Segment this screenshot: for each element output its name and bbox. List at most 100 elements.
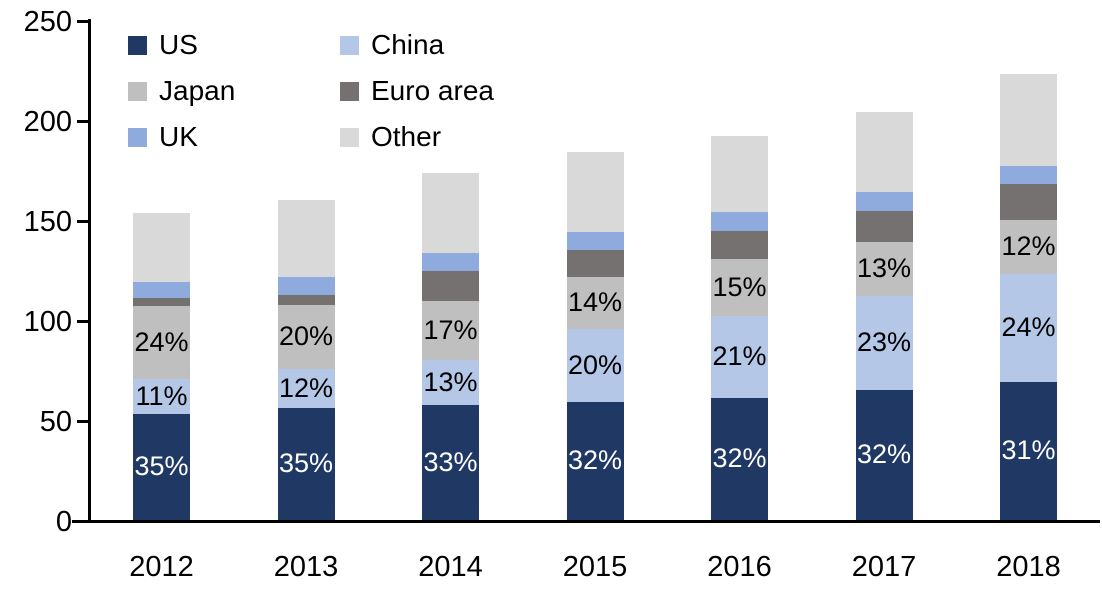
legend-item-japan: Japan xyxy=(128,68,340,114)
bar-2017: 32% 23% 13% xyxy=(855,112,913,520)
segment-value-label: 24% xyxy=(134,327,189,357)
segment-value-label: 17% xyxy=(423,315,478,345)
y-tick-label-100: 100 xyxy=(23,306,72,338)
legend-label-euro-area: Euro area xyxy=(371,75,494,106)
y-tick-100 xyxy=(77,320,88,323)
y-tick-label-0: 0 xyxy=(55,506,72,538)
bar-segment-us: 33% xyxy=(422,405,479,520)
segment-value-label: 15% xyxy=(712,272,767,302)
bar-segment-euro-area xyxy=(711,231,768,259)
legend-label-japan: Japan xyxy=(159,75,236,106)
segment-value-label: 20% xyxy=(278,321,334,351)
segment-value-label: 12% xyxy=(1001,231,1056,261)
y-tick-0 xyxy=(77,520,88,523)
x-axis-label-2013: 2013 xyxy=(273,551,339,583)
y-tick-label-200: 200 xyxy=(23,106,72,138)
x-axis-label-2014: 2014 xyxy=(418,551,483,583)
bar-segment-other xyxy=(133,213,190,282)
bar-segment-china: 20% xyxy=(566,329,624,402)
bar-segment-euro-area xyxy=(422,271,479,301)
segment-value-label: 21% xyxy=(712,341,767,371)
bar-segment-uk xyxy=(133,282,190,298)
bar-segment-euro-area xyxy=(566,250,624,277)
bar-segment-japan: 15% xyxy=(711,259,768,316)
bar-segment-euro-area xyxy=(1000,184,1057,220)
legend-item-euro-area: Euro area xyxy=(340,68,494,114)
bar-segment-us: 31% xyxy=(1000,382,1057,520)
legend-label-other: Other xyxy=(371,121,442,152)
segment-value-label: 13% xyxy=(856,253,912,283)
bar-2014: 33% 13% 17% xyxy=(422,173,479,520)
legend-swatch-japan xyxy=(128,81,147,101)
y-tick-label-150: 150 xyxy=(23,206,72,238)
bar-segment-other xyxy=(1000,74,1057,166)
bar-segment-us: 32% xyxy=(566,402,624,520)
bar-segment-us: 35% xyxy=(277,408,335,520)
bar-segment-other xyxy=(277,200,335,277)
segment-value-label: 12% xyxy=(278,373,334,403)
bar-2018: 31% 24% 12% xyxy=(1000,74,1057,520)
legend-swatch-other xyxy=(340,127,359,147)
bar-segment-us: 32% xyxy=(855,390,913,520)
legend-label-uk: UK xyxy=(159,121,198,152)
legend-item-other: Other xyxy=(340,114,494,160)
bar-segment-japan: 12% xyxy=(1000,220,1057,274)
bar-segment-other xyxy=(855,112,913,192)
segment-value-label: 23% xyxy=(856,327,912,357)
legend-item-china: China xyxy=(340,22,494,68)
bar-segment-us: 32% xyxy=(711,398,768,520)
bar-segment-other xyxy=(711,136,768,212)
y-tick-250 xyxy=(77,20,88,23)
legend-item-us: US xyxy=(128,22,340,68)
segment-value-label: 32% xyxy=(712,443,767,473)
bar-segment-uk xyxy=(566,232,624,250)
bar-segment-uk xyxy=(1000,166,1057,184)
bar-segment-china: 13% xyxy=(422,360,479,405)
y-tick-50 xyxy=(77,420,88,423)
x-axis-line xyxy=(72,520,1100,523)
bar-segment-uk xyxy=(855,192,913,211)
bar-2015: 32% 20% 14% xyxy=(566,152,624,520)
segment-value-label: 11% xyxy=(135,381,188,411)
bar-segment-japan: 20% xyxy=(277,305,335,369)
bar-segment-other xyxy=(566,152,624,232)
bar-segment-uk xyxy=(422,253,479,271)
bar-segment-japan: 17% xyxy=(422,301,479,360)
x-axis-label-2015: 2015 xyxy=(562,551,628,583)
bar-segment-uk xyxy=(711,212,768,231)
segment-value-label: 35% xyxy=(278,448,334,478)
bar-segment-other xyxy=(422,173,479,253)
bar-2013: 35% 12% 20% xyxy=(277,200,335,520)
bar-segment-china: 21% xyxy=(711,316,768,398)
segment-value-label: 13% xyxy=(423,367,478,397)
y-tick-label-50: 50 xyxy=(39,406,72,438)
segment-value-label: 20% xyxy=(567,350,623,380)
bar-segment-euro-area xyxy=(277,295,335,305)
bar-segment-us: 35% xyxy=(133,414,190,520)
bar-segment-japan: 24% xyxy=(133,306,190,379)
y-tick-200 xyxy=(77,120,88,123)
bar-segment-japan: 14% xyxy=(566,277,624,329)
segment-value-label: 31% xyxy=(1001,435,1056,465)
x-axis-label-2012: 2012 xyxy=(129,551,194,583)
bar-segment-china: 24% xyxy=(1000,274,1057,382)
segment-value-label: 32% xyxy=(567,445,623,475)
legend: US China Japan Euro area UK Other xyxy=(128,22,494,160)
x-axis-label-2018: 2018 xyxy=(996,551,1061,583)
bar-segment-china: 11% xyxy=(133,379,190,414)
legend-swatch-us xyxy=(128,35,147,55)
y-axis-line xyxy=(88,19,91,523)
bar-segment-euro-area xyxy=(855,211,913,242)
segment-value-label: 35% xyxy=(134,451,189,481)
y-tick-label-250: 250 xyxy=(23,6,72,38)
bar-2012: 35% 11% 24% xyxy=(133,213,190,520)
bar-segment-japan: 13% xyxy=(855,242,913,296)
legend-label-us: US xyxy=(159,29,198,60)
segment-value-label: 32% xyxy=(856,439,912,469)
y-tick-150 xyxy=(77,220,88,223)
legend-swatch-uk xyxy=(128,127,147,147)
bar-segment-uk xyxy=(277,277,335,295)
segment-value-label: 14% xyxy=(567,287,623,317)
legend-item-uk: UK xyxy=(128,114,340,160)
